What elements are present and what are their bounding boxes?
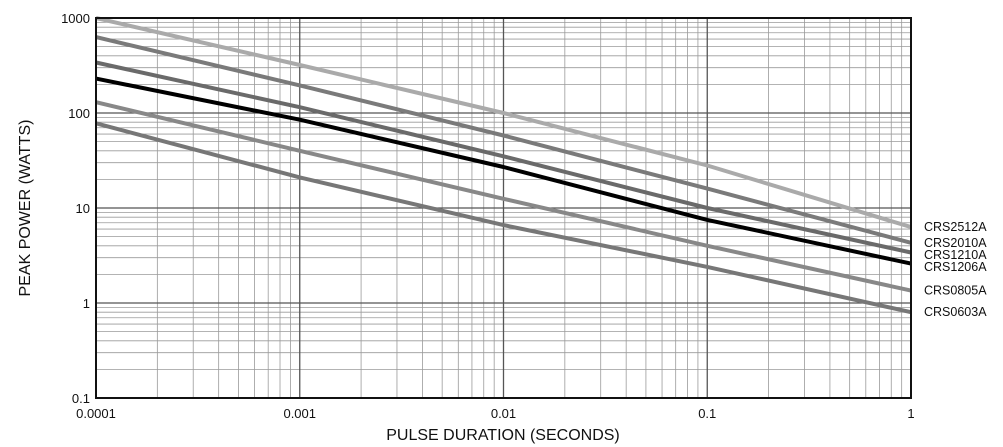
y-tick-label: 100 (68, 106, 90, 121)
series-line-crs1210a (95, 60, 912, 255)
y-tick-label: 1 (83, 296, 90, 311)
series-label-crs2010a: CRS2010A (924, 236, 987, 250)
x-tick-label: 0.01 (491, 406, 516, 421)
x-tick-labels: 0.0001 0.001 0.01 0.1 1 (76, 406, 915, 421)
series-label-crs1210a: CRS1210A (924, 248, 987, 262)
series-label-crs0603a: CRS0603A (924, 305, 987, 319)
series-layer (95, 16, 912, 315)
x-tick-label: 0.001 (283, 406, 316, 421)
series-label-crs0805a: CRS0805A (924, 284, 987, 298)
y-tick-label: 0.1 (72, 391, 90, 406)
series-label-crs1206a: CRS1206A (924, 260, 987, 274)
series-line-crs1206a (95, 76, 912, 266)
x-tick-label: 0.0001 (76, 406, 116, 421)
x-axis-label: PULSE DURATION (SECONDS) (386, 427, 620, 444)
plot-frame (95, 17, 912, 399)
series-line-crs2010a (95, 35, 912, 245)
y-tick-labels: 1000 100 10 1 0.1 (61, 11, 90, 406)
x-tick-label: 0.1 (698, 406, 716, 421)
series-line-crs0805a (95, 100, 912, 293)
series-line-crs0603a (95, 121, 912, 315)
x-tick-label: 1 (907, 406, 914, 421)
y-tick-label: 1000 (61, 11, 90, 26)
series-label-crs2512a: CRS2512A (924, 220, 987, 234)
y-axis-label: PEAK POWER (WATTS) (17, 120, 34, 297)
y-tick-label: 10 (76, 201, 90, 216)
series-line-crs2512a (95, 16, 912, 230)
